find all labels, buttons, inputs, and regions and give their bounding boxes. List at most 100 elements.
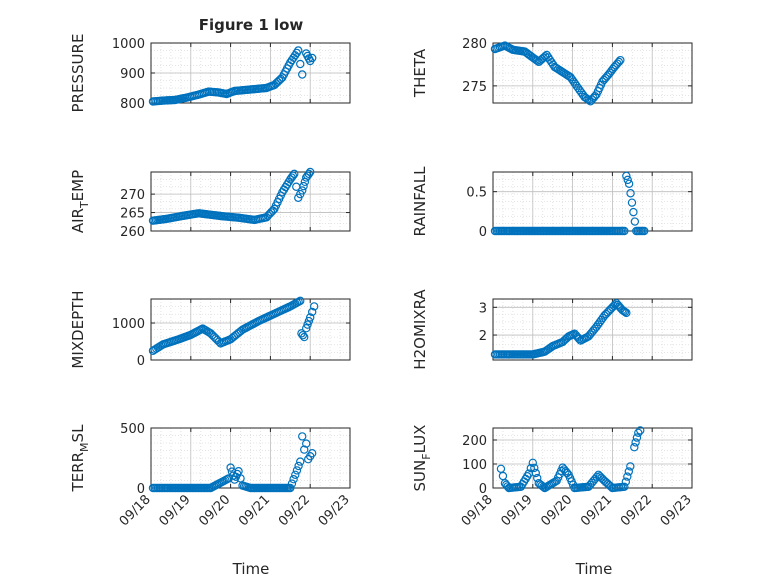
panel-5-data-point [306, 313, 315, 322]
panel-8-date-tick-label: 09/21 [578, 492, 615, 529]
x-axis-label-left: Time [232, 560, 270, 578]
panel-7-data-point [298, 432, 307, 441]
panel-5-data-point [303, 320, 312, 329]
panel-6-data-point [609, 301, 618, 311]
panel-4-data-point [624, 179, 634, 188]
panel-1-y-tick-label: 1000 [112, 37, 145, 52]
panel-3-y-tick-label: 265 [120, 207, 145, 222]
panel-3-axes-box [150, 171, 351, 232]
panel-4-data-point [620, 226, 629, 236]
panel-2-data-point [584, 96, 594, 105]
panel-8-data-point [621, 477, 631, 486]
panel-7-data-point [286, 483, 295, 493]
panel-5-data-point [307, 307, 317, 317]
panel-1-y-tick-label: 800 [120, 97, 145, 112]
panel-5-data-point [309, 302, 319, 311]
panel-7-data-point [292, 466, 302, 475]
panel-6-y-axis-label: H2OMIXRA [411, 289, 429, 370]
panel-8-y-tick-label: 0 [479, 482, 487, 497]
panel-8-data-point [636, 426, 645, 435]
panel-6-data-point [620, 307, 630, 317]
panel-5-data-point [302, 324, 311, 333]
panel-8-data-point [539, 482, 548, 491]
panel-8-y-tick-label: 200 [462, 434, 487, 449]
panel-8-data-point [623, 472, 632, 481]
panel-4-data-point [630, 217, 640, 226]
panel-1-data-point [298, 70, 307, 79]
panel-2-y-axis-label: THETA [411, 48, 429, 98]
panel-1-data-point [292, 48, 301, 58]
panel-8-data-point [528, 458, 538, 467]
panel-5-data-point [296, 296, 305, 306]
panel-3-y-tick-label: 270 [120, 188, 145, 203]
panel-8-data-point [526, 464, 536, 473]
panel-6-y-tick-label: 2 [479, 329, 487, 344]
panel-3-data-point [288, 171, 298, 180]
panel-8-data-point [632, 433, 642, 442]
panel-7-data-point [287, 479, 297, 488]
panel-4-y-axis-label: RAINFALL [411, 166, 429, 237]
panel-7-data-point [300, 445, 309, 454]
panel-1-y-tick-label: 900 [120, 67, 145, 82]
panel-2-y-tick-label: 280 [462, 37, 487, 52]
panel-8-y-axis-label: SUNFLUX [411, 425, 433, 492]
panel-5-y-axis-label: MIXDEPTH [69, 290, 87, 368]
panel-3-y-axis-label: AIRTEMP [69, 170, 91, 233]
panel-5-y-tick-label: 0 [137, 354, 145, 369]
panel-1-data-point [307, 53, 317, 63]
panel-7-y-tick-label: 0 [137, 482, 145, 497]
panel-4-data-point [626, 189, 635, 198]
panel-5-axes-box [150, 298, 351, 361]
panel-4-data-point [622, 171, 631, 181]
panel-3-data-point [298, 186, 307, 195]
panel-4-data-point [640, 226, 649, 236]
panel-7-data-point [291, 470, 300, 479]
panel-6-data-point [610, 300, 620, 309]
panel-4-y-tick-label: 0 [479, 225, 487, 240]
panel-8-y-tick-label: 100 [462, 458, 487, 473]
panel-8-date-tick-label: 09/23 [658, 492, 695, 529]
panel-3-data-point [304, 169, 314, 179]
panel-2-y-tick-label: 275 [462, 80, 487, 95]
panel-6-data-point [622, 308, 631, 318]
panel-5-data-point [298, 331, 308, 340]
panel-8-data-point [531, 468, 540, 478]
panel-7-date-tick-label: 09/22 [276, 492, 313, 529]
panel-5-data-point [304, 316, 314, 326]
panel-3-data-point [290, 169, 299, 179]
panel-3-data-point [299, 181, 308, 191]
panel-7-date-tick-label: 09/19 [157, 492, 194, 529]
panel-1-data-point [296, 59, 305, 69]
panel-8-date-tick-label: 09/20 [538, 492, 575, 529]
panel-6-y-tick-label: 3 [479, 301, 487, 316]
panel-7-data-point [289, 475, 298, 484]
panel-7-y-tick-label: 500 [120, 422, 145, 437]
panel-8-data-point [530, 463, 539, 473]
panel-7-data-point [296, 457, 305, 466]
panel-3-y-tick-label: 260 [120, 225, 145, 240]
panel-7-date-tick-label: 09/21 [236, 492, 273, 529]
panel-8-data-point [630, 443, 639, 452]
panel-7-data-point [226, 463, 235, 472]
panel-4-data-point [623, 175, 632, 185]
panel-8-date-tick-label: 09/18 [459, 492, 496, 529]
panel-7-data-point [294, 461, 303, 471]
panel-7-data-point [302, 439, 311, 448]
x-axis-label-right: Time [575, 560, 613, 578]
panel-8-data-point [626, 462, 635, 471]
panel-8-data-point [634, 428, 643, 437]
figure-title: Figure 1 low [199, 16, 304, 34]
panel-6-axes-box [492, 298, 693, 361]
panel-7-data-point [307, 449, 317, 458]
panel-1-data-point [294, 46, 303, 55]
panel-8-data-point [624, 467, 634, 476]
panel-8-date-tick-label: 09/19 [499, 492, 536, 529]
panel-4-data-point [627, 198, 637, 207]
panel-4-data-point [629, 207, 638, 217]
panel-8-date-tick-label: 09/22 [618, 492, 655, 529]
panel-2-data-point [616, 55, 625, 65]
panel-7-date-tick-label: 09/23 [316, 492, 353, 529]
panel-5-data-point [300, 332, 309, 342]
panel-5-y-tick-label: 1000 [112, 317, 145, 332]
